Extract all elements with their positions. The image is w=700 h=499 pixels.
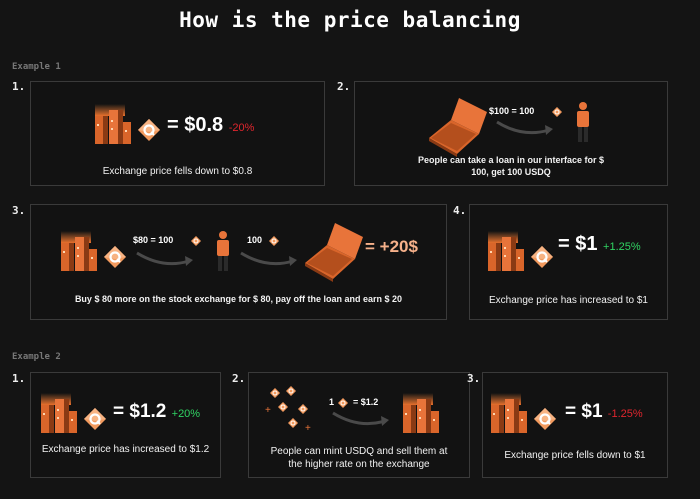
exchange-building-icon xyxy=(95,104,162,144)
repay-amount-text: 100 xyxy=(247,235,263,245)
card-caption: Exchange price fells down to $1 xyxy=(504,450,646,461)
step-number: 2. xyxy=(337,80,351,93)
example1-card-3: $80 = 100 100 = +20$ Buy $ 80 more on th… xyxy=(30,204,447,320)
price-text: = $1.2 xyxy=(113,401,167,422)
exchange-building-icon xyxy=(488,231,555,271)
step-number: 2. xyxy=(232,372,246,385)
step-number: 4. xyxy=(453,204,467,217)
step-number: 1. xyxy=(12,80,26,93)
price-change-negative: -20% xyxy=(228,122,255,134)
example2-card-3: = $1 -1.25% Exchange price fells down to… xyxy=(482,372,668,478)
card-caption: People can mint USDQ and sell them at th… xyxy=(270,446,448,470)
loan-formula-text: $100 = 100 xyxy=(489,106,535,116)
buy-formula: $80 = 100 xyxy=(133,235,173,245)
svg-text:+: + xyxy=(265,405,271,416)
person-icon xyxy=(577,102,589,142)
mint-formula-equals: = $1.2 xyxy=(353,397,379,407)
card-caption: People can take a loan in our interface … xyxy=(417,155,605,177)
price-text: = $0.8 xyxy=(167,114,224,136)
price-change-positive: +1.25% xyxy=(603,241,641,253)
example1-card-1: = $0.8 -20% Exchange price fells down to… xyxy=(30,81,325,186)
laptop-icon xyxy=(305,223,363,282)
usdq-coin-icon xyxy=(337,397,349,409)
price-value: = $0.8 -20% xyxy=(167,114,254,137)
exchange-building-icon xyxy=(403,393,439,433)
arrow-icon xyxy=(332,411,389,426)
price-change-negative: -1.25% xyxy=(607,408,643,420)
price-value: = $1.2 +20% xyxy=(113,401,200,423)
step-number: 1. xyxy=(12,372,26,385)
card-caption: Exchange price has increased to $1.2 xyxy=(41,444,210,455)
section-label-example-1: Example 1 xyxy=(12,62,61,72)
example1-card-2: $100 = 100 People can take a loan in our… xyxy=(354,81,668,186)
repay-amount: 100 xyxy=(247,235,262,245)
arrow-icon xyxy=(240,251,297,266)
example2-card-1: = $1.2 +20% Exchange price has increased… xyxy=(30,372,221,478)
laptop-icon xyxy=(429,98,487,157)
profit-result: = +20$ xyxy=(365,237,418,256)
exchange-building-icon xyxy=(491,393,558,433)
exchange-building-icon xyxy=(61,231,128,271)
step-number: 3. xyxy=(467,372,481,385)
price-value: = $1 +1.25% xyxy=(558,233,641,256)
price-value: = $1 -1.25% xyxy=(565,401,643,423)
card-caption: Exchange price fells down to $0.8 xyxy=(102,166,253,177)
price-text: = $1 xyxy=(558,233,598,255)
svg-text:+: + xyxy=(305,423,311,434)
loan-formula: $100 = 100 xyxy=(489,106,534,116)
price-text: = $1 xyxy=(565,401,603,422)
price-change-positive: +20% xyxy=(171,408,201,420)
section-label-example-2: Example 2 xyxy=(12,352,61,362)
usdq-coin-icon xyxy=(551,106,563,118)
person-icon xyxy=(217,231,229,271)
mint-formula-number: 1 xyxy=(329,397,335,407)
step-number: 3. xyxy=(12,204,26,217)
arrow-icon xyxy=(136,251,193,266)
card-caption: Exchange price has increased to $1 xyxy=(489,295,648,306)
page-title: How is the price balancing xyxy=(179,8,521,32)
example2-card-2: + + 1 = $1.2 People can mint USDQ and se… xyxy=(248,372,470,478)
exchange-building-icon xyxy=(41,393,108,433)
arrow-icon xyxy=(496,120,553,135)
usdq-coin-icon xyxy=(268,235,280,247)
mint-formula: 1 xyxy=(329,397,334,407)
usdq-coin-icon xyxy=(190,235,202,247)
buy-formula-text: $80 = 100 xyxy=(133,235,174,245)
card-caption: Buy $ 80 more on the stock exchange for … xyxy=(74,294,403,304)
example1-card-4: = $1 +1.25% Exchange price has increased… xyxy=(469,204,668,320)
minted-coins-icon: + + xyxy=(265,385,311,434)
